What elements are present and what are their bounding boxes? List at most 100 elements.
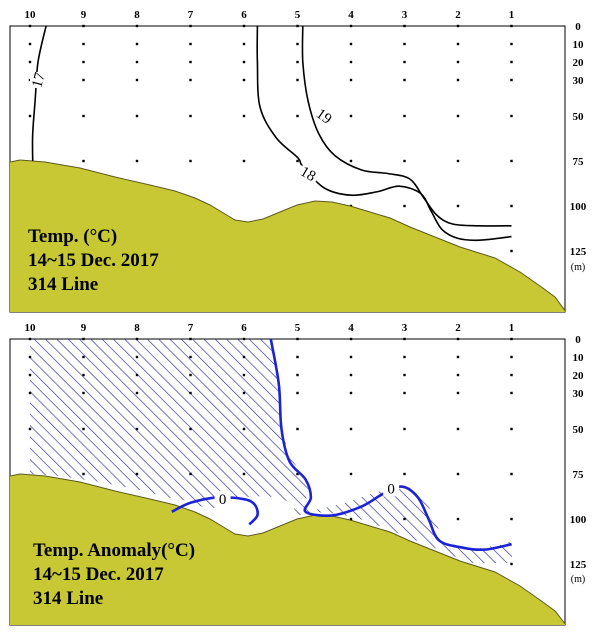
sample-point: [510, 24, 513, 28]
sample-point: [82, 373, 85, 377]
sample-point: [189, 427, 192, 431]
sample-point: [456, 42, 460, 46]
depth-label: 0: [575, 21, 581, 33]
negative-anomaly-hatch: [30, 339, 512, 563]
caption-line-2: 14~15 Dec. 2017: [28, 250, 159, 271]
caption-line-1: Temp. Anomaly(°C): [33, 540, 195, 561]
sample-point: [403, 517, 406, 521]
station-labels: 10 9 8 7 6 5 4 3 2 1: [25, 9, 515, 21]
sample-point: [242, 355, 246, 359]
station-label: 10: [25, 322, 37, 334]
sample-point: [242, 427, 246, 431]
sample-point: [510, 373, 513, 377]
sample-point: [189, 337, 192, 341]
contour-label: 0: [219, 492, 227, 508]
depth-label: 125: [570, 559, 587, 571]
contour-label: 17: [29, 70, 48, 89]
contour-line: [301, 25, 512, 227]
sample-point: [28, 114, 32, 118]
sample-point: [82, 472, 85, 476]
sample-point: [349, 159, 353, 163]
sample-point: [349, 355, 353, 359]
sample-point: [296, 78, 299, 82]
sample-point: [510, 249, 513, 253]
sample-point: [510, 60, 513, 64]
station-label: 9: [81, 322, 87, 334]
sample-point: [189, 114, 192, 118]
depth-label: 75: [573, 469, 585, 481]
sample-point: [403, 337, 406, 341]
sample-point: [82, 355, 85, 359]
sample-point: [403, 355, 406, 359]
contour-line: [171, 495, 259, 526]
seabed: [10, 160, 565, 312]
sample-point: [135, 337, 139, 341]
sample-point: [349, 24, 353, 28]
contour-line: [269, 338, 512, 552]
station-label: 9: [81, 9, 87, 21]
sample-point: [296, 355, 299, 359]
sample-point: [296, 427, 299, 431]
sample-point: [135, 355, 139, 359]
sample-point: [349, 472, 353, 476]
sample-point: [403, 204, 406, 208]
sample-point: [28, 373, 32, 377]
sample-point: [82, 114, 85, 118]
sample-point: [403, 114, 406, 118]
sample-point: [135, 373, 139, 377]
station-label: 3: [402, 9, 408, 21]
caption-line-3: 314 Line: [28, 274, 98, 295]
depth-label: 100: [570, 514, 587, 526]
station-label: 6: [241, 322, 247, 334]
sample-point: [510, 355, 513, 359]
station-labels: 10 9 8 7 6 5 4 3 2 1: [25, 322, 515, 334]
sample-point: [135, 42, 139, 46]
sample-point: [403, 60, 406, 64]
sample-point: [296, 472, 299, 476]
sample-point: [135, 159, 139, 163]
caption-line-2: 14~15 Dec. 2017: [33, 564, 164, 585]
sample-point: [28, 60, 32, 64]
sample-point: [349, 42, 353, 46]
sample-point: [189, 24, 192, 28]
sample-point: [296, 391, 299, 395]
seabed-outline: [10, 473, 565, 625]
sample-point: [456, 355, 460, 359]
sample-point: [510, 562, 513, 566]
sample-point: [82, 42, 85, 46]
sample-point: [510, 114, 513, 118]
sample-point: [242, 391, 246, 395]
sample-point: [189, 472, 192, 476]
sample-point: [456, 60, 460, 64]
sample-point: [403, 373, 406, 377]
sample-point: [242, 24, 246, 28]
contour-line: [256, 25, 512, 242]
contour-line: [31, 25, 47, 162]
sample-point: [135, 391, 139, 395]
sample-point: [28, 24, 32, 28]
contour-label-bg: [300, 165, 317, 182]
sample-point: [189, 78, 192, 82]
panel-caption: Temp. Anomaly(°C) 14~15 Dec. 2017 314 Li…: [33, 540, 195, 609]
sample-point: [28, 337, 32, 341]
sample-point: [456, 472, 460, 476]
sample-point: [28, 391, 32, 395]
depth-label: 100: [570, 201, 587, 213]
sample-point: [510, 517, 513, 521]
station-label: 6: [241, 9, 247, 21]
sample-point: [82, 391, 85, 395]
sample-point: [82, 60, 85, 64]
sample-point: [349, 114, 353, 118]
sample-point: [135, 24, 139, 28]
depth-labels: 0 10 20 30 50 75 100 125: [570, 334, 587, 571]
depth-label: 50: [573, 111, 585, 123]
station-label: 1: [509, 322, 515, 334]
sample-point: [349, 60, 353, 64]
sample-point: [242, 337, 246, 341]
station-label: 7: [188, 9, 194, 21]
depth-label: 0: [575, 334, 581, 346]
sample-point: [296, 337, 299, 341]
sample-point: [456, 78, 460, 82]
depth-label: 20: [573, 370, 585, 382]
